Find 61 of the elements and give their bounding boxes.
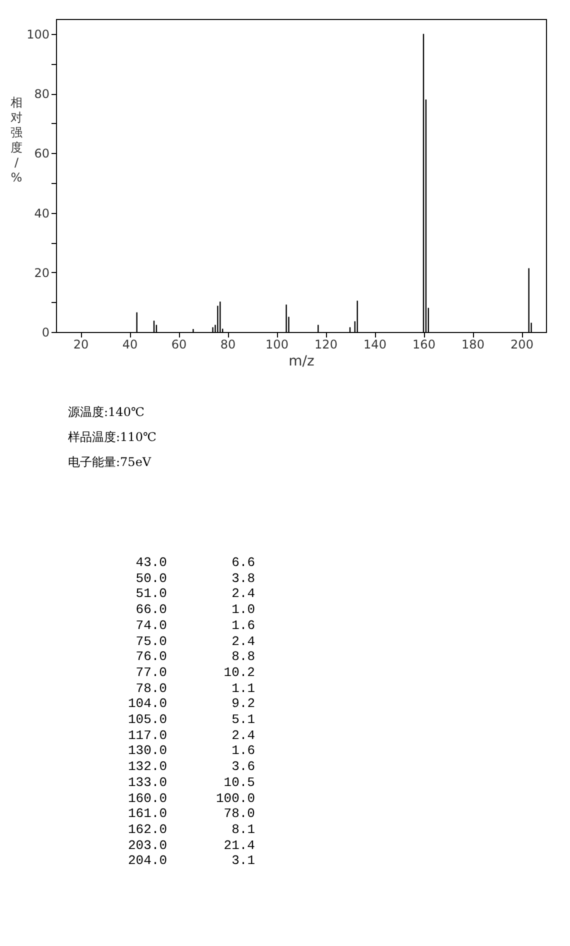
x-tick-label: 120 xyxy=(314,338,338,352)
x-tick-label: 100 xyxy=(266,338,288,352)
text: 1.6 xyxy=(230,743,255,760)
text: 1.1 xyxy=(230,680,255,696)
text: 117.0 xyxy=(126,728,167,744)
text: 50.0 xyxy=(134,570,167,586)
text: 10.5 xyxy=(222,774,255,791)
x-tick-label: 40 xyxy=(122,338,138,352)
text: 10.2 xyxy=(222,664,255,681)
text: 162.0 xyxy=(126,822,167,838)
text: 77.0 xyxy=(134,664,167,681)
text: 6.6 xyxy=(230,555,255,571)
text: 203.0 xyxy=(126,838,167,854)
y-tick-label: 80 xyxy=(34,87,50,102)
text: 8.1 xyxy=(230,822,255,838)
text: 204.0 xyxy=(126,853,167,870)
text: 9.2 xyxy=(230,696,255,712)
y-tick-label: 60 xyxy=(34,146,50,161)
text: 74.0 xyxy=(134,618,167,634)
text: 电子能量:75eV xyxy=(68,454,152,471)
text: 2.4 xyxy=(230,728,255,744)
text: 51.0 xyxy=(134,586,167,602)
x-tick-label: 80 xyxy=(220,338,236,352)
x-axis-title: m/z xyxy=(288,354,314,370)
x-tick-label: 20 xyxy=(73,338,89,352)
text: 76.0 xyxy=(134,649,167,665)
text: 161.0 xyxy=(126,806,167,822)
text: 132.0 xyxy=(126,759,167,775)
text: 66.0 xyxy=(134,602,167,618)
x-tick-label: 140 xyxy=(364,338,386,352)
text: 78.0 xyxy=(222,806,255,822)
text: 1.0 xyxy=(230,602,255,618)
y-tick-label: 100 xyxy=(26,27,50,42)
text: 5.1 xyxy=(230,712,255,728)
text: 3.1 xyxy=(230,853,255,870)
y-tick-label: 40 xyxy=(34,206,50,220)
x-tick-label: 60 xyxy=(171,338,187,352)
text: 2.4 xyxy=(230,586,255,602)
y-axis-title: 相对强度/% xyxy=(10,96,22,184)
text: 130.0 xyxy=(126,743,167,760)
text: 105.0 xyxy=(126,712,167,728)
text: 3.8 xyxy=(230,570,255,586)
x-tick-label: 200 xyxy=(510,338,534,352)
y-tick-label: 20 xyxy=(34,266,50,280)
text: 8.8 xyxy=(230,649,255,665)
text: 3.6 xyxy=(230,759,255,775)
x-tick-label: 160 xyxy=(412,338,436,352)
y-tick-label: 0 xyxy=(42,326,50,340)
text: 133.0 xyxy=(126,774,167,791)
text: 104.0 xyxy=(126,696,167,712)
text: 2.4 xyxy=(230,634,255,650)
x-tick-label: 180 xyxy=(462,338,484,352)
text: 78.0 xyxy=(134,680,167,696)
text: 源温度:140℃ xyxy=(68,404,146,421)
text: 43.0 xyxy=(134,555,167,571)
text: 21.4 xyxy=(222,838,255,854)
text: 160.0 xyxy=(126,790,167,806)
text: 1.6 xyxy=(230,618,255,634)
text: 100.0 xyxy=(214,790,255,806)
text: 75.0 xyxy=(134,634,167,650)
text: 样品温度:110℃ xyxy=(68,429,156,446)
